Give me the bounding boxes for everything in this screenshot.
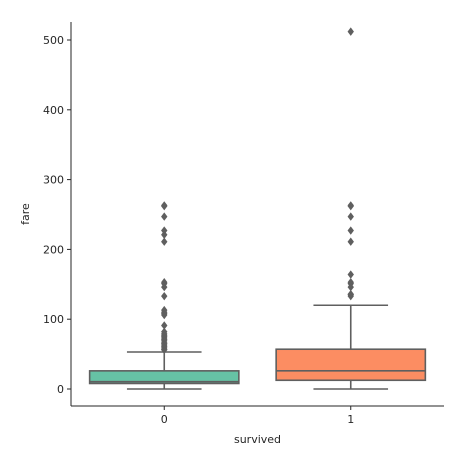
- outlier-point: [161, 212, 168, 221]
- iqr-box: [88, 370, 240, 385]
- y-tick-label: 100: [43, 313, 64, 326]
- y-tick-label: 300: [43, 174, 64, 187]
- outlier-point: [161, 278, 168, 287]
- outlier-point: [347, 212, 354, 221]
- y-tick-label: 0: [57, 383, 64, 396]
- y-tick-label: 400: [43, 104, 64, 117]
- y-tick-label: 200: [43, 243, 64, 256]
- outlier-point: [161, 291, 168, 301]
- outlier-point: [161, 321, 168, 330]
- outlier-point: [347, 270, 354, 279]
- outlier-point: [347, 201, 354, 210]
- outlier-point: [347, 226, 354, 235]
- x-tick-label: 0: [161, 413, 168, 426]
- outlier-point: [161, 226, 168, 235]
- outlier-point: [161, 237, 168, 246]
- box-group-1: [275, 27, 427, 390]
- x-axis-label: survived: [234, 433, 281, 446]
- y-tick-label: 500: [43, 34, 64, 47]
- outlier-point: [347, 237, 354, 246]
- outlier-point: [347, 289, 354, 299]
- y-axis-label: fare: [19, 203, 32, 225]
- outlier-point: [347, 27, 354, 36]
- x-tick-label: 1: [347, 413, 354, 426]
- outlier-point: [347, 278, 354, 287]
- iqr-box: [275, 348, 427, 382]
- y-ticks: 0 100 200 300 400 500: [43, 34, 71, 396]
- box-group-0: [88, 201, 240, 390]
- boxes: [88, 27, 427, 390]
- outlier-point: [161, 305, 168, 315]
- outlier-point: [161, 201, 168, 211]
- axes: [70, 22, 444, 407]
- outlier-point: [161, 327, 168, 336]
